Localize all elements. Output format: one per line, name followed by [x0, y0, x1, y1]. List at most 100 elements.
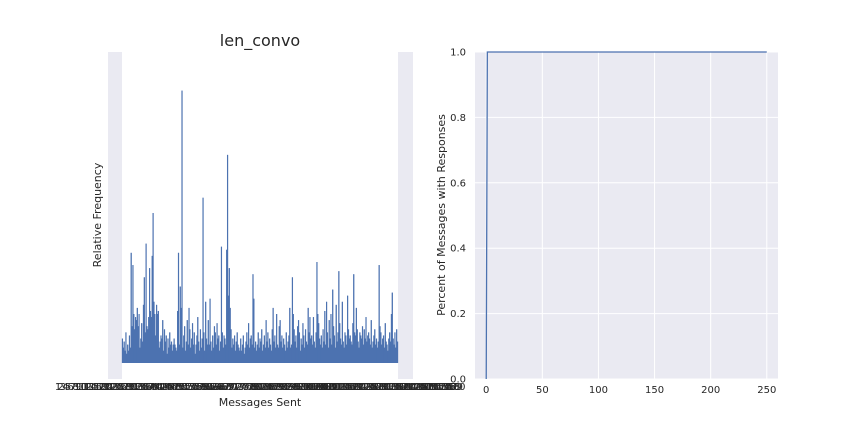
left-xtick-17: 18 — [94, 382, 107, 393]
left-xtick-19: 20 — [99, 382, 112, 393]
left-xtick-150: 151 — [424, 382, 443, 393]
left-xtick-135: 136 — [386, 382, 405, 393]
left-xtick-122: 123 — [354, 382, 373, 393]
left-y-axis-label: Relative Frequency — [91, 162, 104, 267]
left-xtick-145: 146 — [411, 382, 430, 393]
left-xtick-97: 98 — [294, 382, 307, 393]
right-ytick-5: 1.0 — [450, 48, 466, 59]
left-xtick-21: 22 — [104, 382, 117, 393]
left-xtick-77: 78 — [244, 382, 257, 393]
left-xtick-66: 67 — [217, 382, 230, 393]
right-ytick-1: 0.2 — [450, 309, 466, 320]
right-gridlines — [475, 51, 778, 380]
left-xtick-93: 94 — [284, 382, 297, 393]
left-xtick-144: 145 — [409, 382, 428, 393]
left-xtick-142: 143 — [404, 382, 423, 393]
left-xtick-156: 157 — [439, 382, 458, 393]
left-xtick-14: 15 — [87, 382, 100, 393]
left-xtick-106: 107 — [314, 382, 333, 393]
left-xtick-71: 72 — [229, 382, 242, 393]
left-xtick-82: 83 — [257, 382, 270, 393]
left-xtick-72: 73 — [232, 382, 245, 393]
left-xtick-32: 33 — [132, 382, 145, 393]
left-xtick-100: 101 — [299, 382, 318, 393]
left-xtick-12: 13 — [82, 382, 95, 393]
left-xtick-152: 153 — [429, 382, 448, 393]
left-xtick-132: 133 — [379, 382, 398, 393]
left-xtick-8: 9 — [75, 382, 81, 393]
right-plot-background — [475, 52, 778, 379]
left-xtick-87: 88 — [269, 382, 282, 393]
left-xtick-146: 147 — [414, 382, 433, 393]
left-xtick-112: 113 — [329, 382, 348, 393]
left-xtick-49: 50 — [174, 382, 187, 393]
left-xtick-147: 148 — [416, 382, 435, 393]
left-xtick-84: 85 — [262, 382, 275, 393]
left-xtick-94: 95 — [287, 382, 300, 393]
left-xtick-22: 23 — [107, 382, 120, 393]
left-xtick-139: 140 — [396, 382, 415, 393]
left-xtick-35: 36 — [139, 382, 152, 393]
left-xtick-58: 59 — [197, 382, 210, 393]
left-xtick-56: 57 — [192, 382, 205, 393]
left-xtick-110: 111 — [324, 382, 343, 393]
left-xtick-117: 118 — [341, 382, 360, 393]
left-xtick-41: 42 — [154, 382, 167, 393]
right-xtick-0: 0 — [483, 385, 489, 396]
left-xtick-143: 144 — [406, 382, 425, 393]
left-xtick-157: 158 — [441, 382, 460, 393]
left-xtick-124: 125 — [359, 382, 378, 393]
left-xtick-67: 68 — [219, 382, 232, 393]
right-xtick-1: 50 — [536, 385, 549, 396]
left-xtick-26: 27 — [117, 382, 130, 393]
left-xtick-36: 37 — [142, 382, 155, 393]
left-xtick-44: 45 — [162, 382, 175, 393]
left-xtick-28: 29 — [122, 382, 135, 393]
left-xtick-62: 63 — [207, 382, 220, 393]
left-xtick-4: 5 — [65, 382, 71, 393]
left-xtick-13: 14 — [84, 382, 97, 393]
left-xtick-9: 10 — [74, 382, 87, 393]
left-xtick-114: 115 — [334, 382, 353, 393]
left-xtick-53: 54 — [184, 382, 197, 393]
left-xtick-151: 152 — [426, 382, 445, 393]
left-bars-group — [121, 90, 399, 363]
right-x-tick-labels: 0 50 100 150 200 250 — [483, 385, 776, 396]
left-xtick-25: 26 — [114, 382, 127, 393]
left-xtick-1: 2 — [57, 382, 63, 393]
left-xtick-96: 97 — [292, 382, 305, 393]
left-xtick-34: 35 — [137, 382, 150, 393]
left-xtick-42: 43 — [157, 382, 170, 393]
left-xtick-33: 34 — [134, 382, 147, 393]
right-series-line — [485, 51, 767, 380]
left-xtick-101: 102 — [301, 382, 320, 393]
left-xtick-119: 120 — [346, 382, 365, 393]
left-xtick-80: 81 — [252, 382, 265, 393]
left-xtick-76: 77 — [242, 382, 255, 393]
left-xtick-120: 121 — [349, 382, 368, 393]
left-xtick-38: 39 — [147, 382, 160, 393]
left-xtick-115: 116 — [336, 382, 355, 393]
left-xtick-123: 124 — [356, 382, 375, 393]
left-xtick-105: 106 — [311, 382, 330, 393]
left-xtick-95: 96 — [289, 382, 302, 393]
left-xtick-127: 128 — [366, 382, 385, 393]
right-ytick-0: 0.0 — [450, 375, 466, 386]
left-xtick-27: 28 — [119, 382, 132, 393]
left-xtick-155: 156 — [436, 382, 455, 393]
left-x-axis-label: Messages Sent — [219, 396, 302, 409]
left-xtick-90: 91 — [277, 382, 290, 393]
left-xtick-10: 11 — [77, 382, 90, 393]
left-xtick-50: 51 — [177, 382, 190, 393]
left-xtick-7: 8 — [72, 382, 78, 393]
left-xtick-11: 12 — [79, 382, 92, 393]
left-xtick-149: 150 — [421, 382, 440, 393]
left-xtick-137: 138 — [391, 382, 410, 393]
left-xtick-40: 41 — [152, 382, 165, 393]
left-xtick-86: 87 — [267, 382, 280, 393]
left-xtick-29: 30 — [124, 382, 137, 393]
left-xtick-48: 49 — [172, 382, 185, 393]
left-subplot: 1234567891011121314151617181920212223242… — [55, 31, 466, 409]
left-xtick-109: 110 — [321, 382, 340, 393]
right-y-tick-labels: 0.0 0.2 0.4 0.6 0.8 1.0 — [450, 48, 466, 386]
